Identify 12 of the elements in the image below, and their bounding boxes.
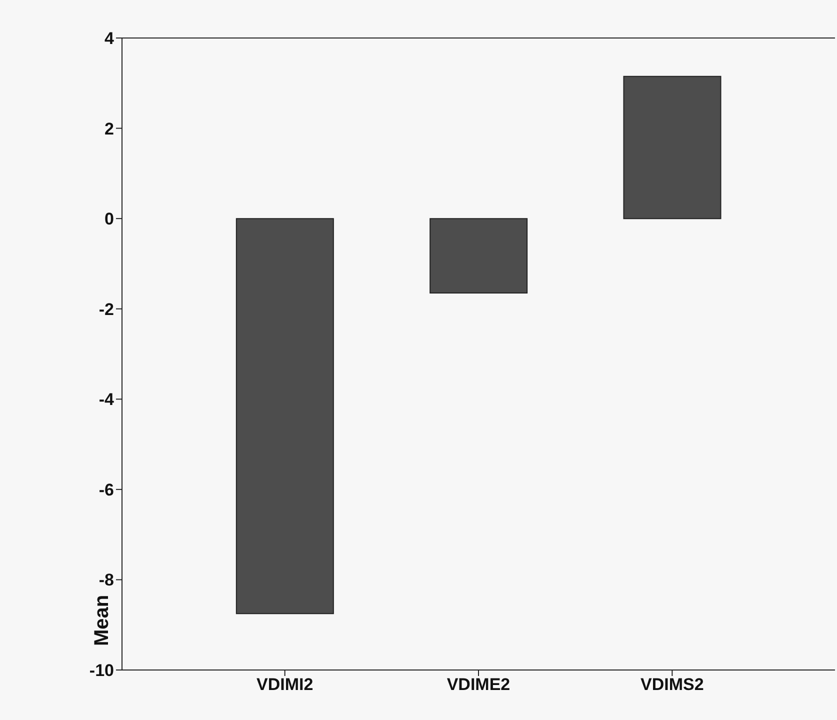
y-tick-label: -6 bbox=[98, 480, 114, 500]
x-tick-label: VDIME2 bbox=[446, 675, 510, 694]
y-axis-title: Mean bbox=[91, 594, 113, 646]
y-tick-label: -4 bbox=[98, 390, 115, 410]
x-tick-label: VDIMI2 bbox=[256, 675, 314, 694]
y-tick-label: -2 bbox=[98, 300, 114, 319]
y-tick-label: 4 bbox=[104, 29, 115, 48]
y-tick-label: 0 bbox=[104, 210, 114, 229]
y-tick-label: -10 bbox=[89, 661, 114, 680]
y-tick-label: 2 bbox=[104, 119, 114, 138]
x-tick-label: VDIMS2 bbox=[640, 675, 704, 694]
y-tick-label: -8 bbox=[98, 570, 114, 590]
